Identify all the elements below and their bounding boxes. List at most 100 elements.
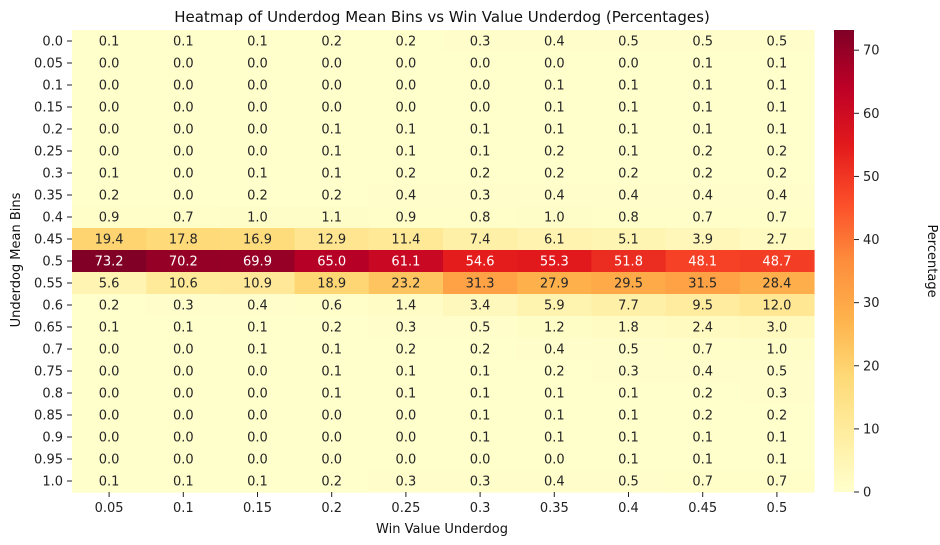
heatmap-cell xyxy=(72,228,147,251)
y-tick-label: 0.1 xyxy=(42,79,63,94)
cell-value-label: 0.0 xyxy=(99,343,120,358)
cell-value-label: 0.1 xyxy=(99,475,120,490)
cell-value-label: 3.9 xyxy=(692,233,713,248)
cell-value-label: 0.4 xyxy=(692,365,713,380)
cell-value-label: 0.1 xyxy=(692,431,713,446)
cell-value-label: 0.1 xyxy=(692,79,713,94)
cell-value-label: 0.0 xyxy=(247,431,268,446)
heatmap-cell xyxy=(72,250,147,273)
cell-value-label: 0.0 xyxy=(99,365,120,380)
heatmap-cell xyxy=(739,30,815,53)
heatmap-cell xyxy=(72,272,147,295)
heatmap-cell xyxy=(739,294,815,317)
heatmap-cell xyxy=(739,470,815,493)
heatmap-cell xyxy=(146,250,221,273)
heatmap-cell xyxy=(146,162,221,185)
cell-value-label: 0.5 xyxy=(692,35,713,50)
heatmap-cell xyxy=(739,96,815,119)
heatmap-cell xyxy=(72,404,147,427)
cell-value-label: 0.2 xyxy=(692,167,713,182)
cell-value-label: 0.3 xyxy=(470,189,491,204)
cell-value-label: 0.4 xyxy=(247,299,268,314)
heatmap-cell xyxy=(591,52,667,75)
heatmap-cell xyxy=(443,382,518,405)
cell-value-label: 55.3 xyxy=(540,255,569,270)
y-tick-label: 0.2 xyxy=(42,123,63,138)
heatmap-cell xyxy=(443,206,518,229)
cell-value-label: 0.3 xyxy=(396,321,417,336)
heatmap-cell xyxy=(146,272,221,295)
heatmap-cell xyxy=(294,316,370,339)
cell-value-label: 0.1 xyxy=(396,387,417,402)
cell-value-label: 0.1 xyxy=(247,343,268,358)
cell-value-label: 0.2 xyxy=(544,365,565,380)
cell-value-label: 6.1 xyxy=(544,233,565,248)
cell-value-label: 0.0 xyxy=(544,57,565,72)
heatmap-cell xyxy=(294,96,370,119)
heatmap-cell xyxy=(443,338,518,361)
y-tick-label: 0.45 xyxy=(34,233,63,248)
cell-value-label: 70.2 xyxy=(169,255,198,270)
y-axis-label: Underdog Mean Bins xyxy=(9,192,24,327)
heatmap-cell xyxy=(220,162,296,185)
heatmap-cell xyxy=(220,140,296,163)
cell-value-label: 0.2 xyxy=(321,321,342,336)
heatmap-cell xyxy=(443,448,518,471)
heatmap-cell xyxy=(517,272,592,295)
heatmap-cell xyxy=(665,118,741,141)
cell-value-label: 0.1 xyxy=(544,123,565,138)
cell-value-label: 10.9 xyxy=(243,277,272,292)
heatmap-cell xyxy=(72,118,147,141)
colorbar-tick-label: 40 xyxy=(863,233,880,248)
heatmap-cell xyxy=(220,448,296,471)
cell-value-label: 7.7 xyxy=(618,299,639,314)
cell-value-label: 1.1 xyxy=(321,211,342,226)
heatmap-cell xyxy=(368,382,444,405)
heatmap-cell xyxy=(665,140,741,163)
cell-value-label: 12.9 xyxy=(317,233,346,248)
cell-value-label: 0.0 xyxy=(99,101,120,116)
cell-value-label: 0.7 xyxy=(692,475,713,490)
cell-value-label: 0.0 xyxy=(247,123,268,138)
cell-value-label: 16.9 xyxy=(243,233,272,248)
y-axis: 0.0 0.05 0.1 0.15 0.2 0.25 0.3 0.35 0.4 0.45 0.5 0.… xyxy=(34,35,72,490)
cell-value-label: 10.6 xyxy=(169,277,198,292)
cell-value-label: 48.7 xyxy=(762,255,791,270)
cell-value-label: 0.1 xyxy=(173,475,194,490)
cell-value-label: 0.0 xyxy=(247,79,268,94)
heatmap-cell xyxy=(517,74,592,97)
heatmap-cell xyxy=(294,382,370,405)
cell-value-label: 0.2 xyxy=(396,343,417,358)
heatmap-cell xyxy=(72,448,147,471)
heatmap-cell xyxy=(220,404,296,427)
heatmap-cell xyxy=(220,74,296,97)
x-tick-label: 0.45 xyxy=(688,501,717,516)
heatmap-cell xyxy=(665,74,741,97)
heatmap-cell xyxy=(443,52,518,75)
cell-value-label: 0.2 xyxy=(692,145,713,160)
heatmap-cell xyxy=(72,470,147,493)
heatmap-cell xyxy=(739,74,815,97)
cell-value-label: 0.2 xyxy=(767,145,788,160)
heatmap-cell xyxy=(739,272,815,295)
cell-value-label: 31.5 xyxy=(688,277,717,292)
heatmap-cell xyxy=(294,74,370,97)
heatmap-cell xyxy=(591,470,667,493)
cell-value-label: 0.5 xyxy=(767,365,788,380)
colorbar-tick-label: 30 xyxy=(863,296,880,311)
heatmap-cell xyxy=(517,250,592,273)
heatmap-cell xyxy=(591,360,667,383)
heatmap-cell xyxy=(72,184,147,207)
cell-value-label: 0.0 xyxy=(321,79,342,94)
heatmap-cell xyxy=(443,118,518,141)
cell-value-label: 17.8 xyxy=(169,233,198,248)
cell-value-label: 0.5 xyxy=(618,475,639,490)
cell-value-label: 5.6 xyxy=(99,277,120,292)
cell-value-label: 0.0 xyxy=(173,365,194,380)
heatmap-cell xyxy=(294,228,370,251)
heatmap-cell xyxy=(146,206,221,229)
heatmap-cell xyxy=(146,426,221,449)
heatmap-cell xyxy=(517,184,592,207)
cell-value-label: 0.1 xyxy=(247,35,268,50)
colorbar-tick-label: 0 xyxy=(863,486,871,501)
